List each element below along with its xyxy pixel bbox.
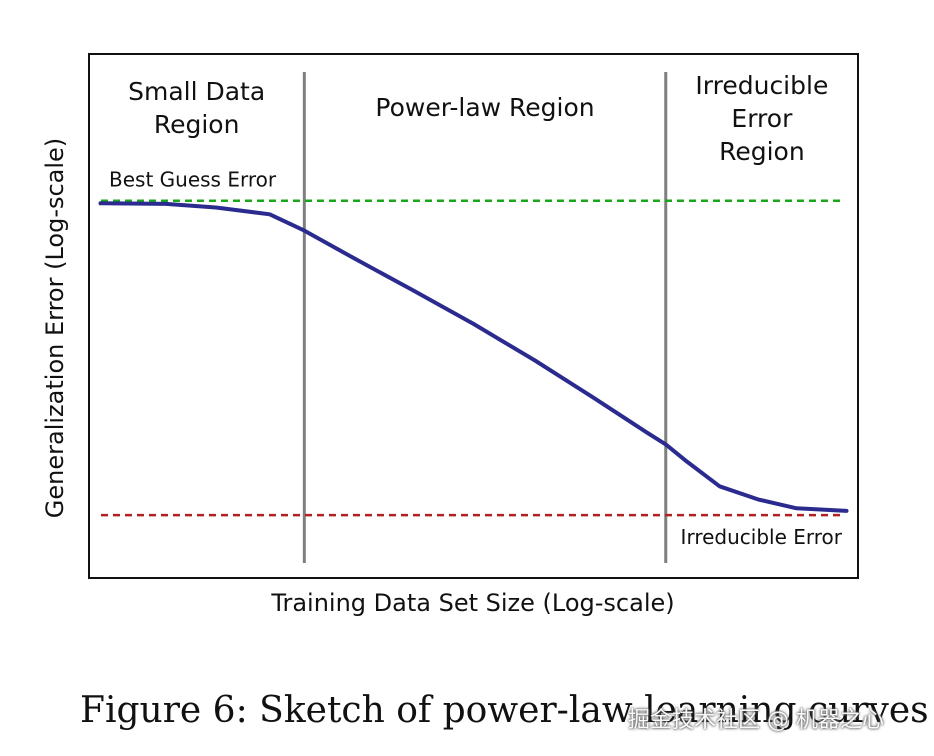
region-title-2-line-1: Power-law Region bbox=[375, 93, 594, 122]
reference-line-label-2: Irreducible Error bbox=[681, 525, 843, 549]
reference-lines bbox=[101, 199, 844, 517]
region-title-3-line-1: Irreducible bbox=[695, 71, 828, 100]
chart-labels: Best Guess Error Irreducible Error Small D… bbox=[109, 71, 843, 549]
figure-caption: Figure 6: Sketch of power-law learning c… bbox=[80, 690, 929, 731]
learning-curve-line-1 bbox=[98, 201, 849, 513]
region-title-1-line-2: Region bbox=[154, 110, 240, 139]
x-axis-label: Training Data Set Size (Log-scale) bbox=[270, 589, 674, 617]
curve-series bbox=[98, 201, 849, 513]
y-axis-label: Generalization Error (Log-scale) bbox=[41, 138, 69, 518]
region-dividers bbox=[302, 72, 668, 563]
region-title-3-line-3: Region bbox=[719, 137, 805, 166]
watermark-text: 掘金技术社区 @ 机器之心 bbox=[628, 708, 884, 733]
region-title-3-line-2: Error bbox=[731, 104, 793, 133]
plot-frame bbox=[88, 53, 859, 579]
region-title-1-line-1: Small Data bbox=[128, 77, 265, 106]
reference-line-label-1: Best Guess Error bbox=[109, 168, 277, 192]
